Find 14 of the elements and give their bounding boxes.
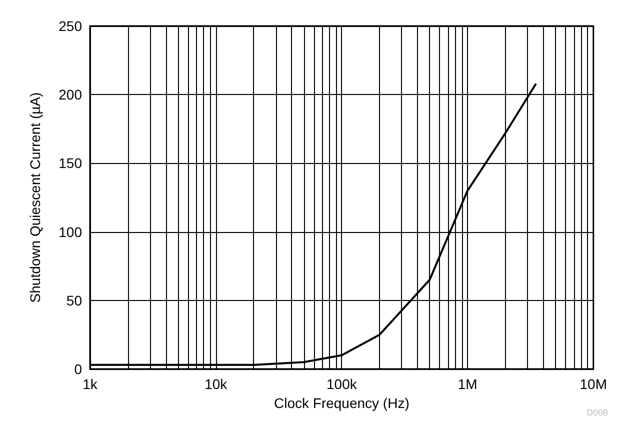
- text: D008: [586, 408, 608, 418]
- x-tick-label: 10M: [580, 376, 607, 392]
- y-tick-label: 250: [58, 18, 82, 34]
- y-tick-label: 100: [58, 224, 82, 240]
- x-tick-label: 1k: [82, 376, 98, 392]
- y-tick-label: 200: [58, 86, 82, 103]
- x-tick-label: 100k: [326, 376, 358, 392]
- x-axis-title: Clock Frequency (Hz): [274, 394, 410, 411]
- x-tick-label: 1M: [458, 376, 478, 392]
- y-axis-title: Shutdown Quiescent Current (µA): [27, 92, 43, 303]
- y-tick-label: 50: [66, 292, 82, 308]
- y-tick-label: 0: [74, 361, 82, 377]
- x-tick-label: 10k: [204, 376, 228, 392]
- y-tick-label: 150: [58, 155, 82, 172]
